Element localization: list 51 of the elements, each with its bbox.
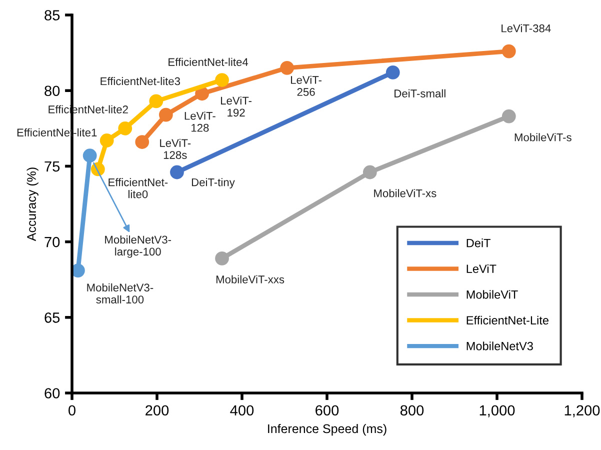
point: [100, 134, 114, 148]
annotation: MobileViT-s: [514, 133, 572, 142]
annotation: DeiT-small: [394, 89, 446, 98]
point: [149, 94, 164, 108]
point: [502, 44, 516, 58]
annotation: LeViT- 128s: [160, 138, 191, 159]
point: [280, 60, 294, 75]
y-tick-label: 75: [44, 161, 60, 172]
point: [195, 86, 209, 101]
y-tick-label: 80: [44, 86, 60, 96]
annotation: LeViT- 256: [291, 76, 322, 96]
x-tick-label: 1,000: [480, 405, 515, 418]
point: [158, 108, 173, 122]
y-tick-label: 65: [44, 312, 60, 323]
y-tick-label: 60: [44, 388, 60, 398]
annotation: MobileNetV3- small-100: [87, 283, 154, 304]
legend-label: DeiT: [466, 238, 491, 248]
x-tick-label: 1,200: [564, 405, 600, 418]
point: [215, 251, 229, 266]
legend-label: EfficientNet-Lite: [466, 316, 548, 325]
point: [82, 148, 97, 163]
point: [386, 66, 400, 80]
x-tick-label: 600: [316, 405, 339, 416]
legend-label: MobileViT: [466, 290, 518, 299]
y-tick-label: 85: [44, 10, 60, 20]
x-tick-label: 200: [146, 405, 169, 416]
point: [502, 109, 516, 124]
x-tick-label: 0: [68, 405, 76, 416]
y-tick-label: 70: [44, 236, 60, 248]
legend-label: LeViT: [466, 264, 496, 273]
point: [215, 73, 229, 87]
annotation: LeViT-384: [502, 24, 551, 32]
point: [118, 121, 132, 136]
legend-label: MobileNetV3: [466, 342, 533, 350]
annotation: EfficientNet- lite0: [108, 178, 168, 198]
x-axis-title: Inference Speed (ms): [268, 424, 386, 436]
point: [362, 165, 377, 180]
point: [170, 165, 184, 180]
annotation: LeViT- 192: [221, 96, 252, 117]
annotation: EfficientNet-lite3: [100, 77, 180, 86]
x-tick-label: 400: [230, 405, 254, 416]
annotation: LeViT- 128: [184, 112, 216, 132]
point: [135, 135, 150, 149]
y-axis-title: Accuracy (%): [26, 168, 38, 242]
annotation: DeiT-tiny: [192, 178, 235, 188]
point: [72, 264, 85, 278]
annotation: EfficientNet-lite4: [168, 58, 248, 66]
x-tick-label: 800: [400, 405, 424, 416]
annotation: MobileViT-xxs: [216, 275, 284, 284]
annotation: MobileViT-xs: [374, 189, 436, 198]
annotation: MobileNetV3- large-100: [105, 235, 172, 258]
